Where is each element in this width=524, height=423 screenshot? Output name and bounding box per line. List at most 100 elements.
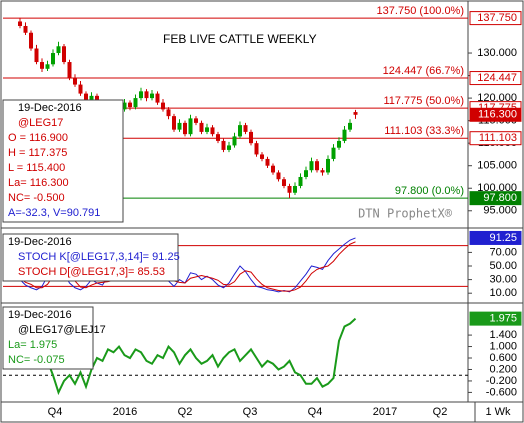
x-tick-label: Q3	[243, 406, 258, 418]
legend-entry: @LEG17@LEJ17	[18, 324, 106, 336]
level-text: 97.800 (0.0%)	[395, 185, 464, 197]
x-tick-label: Q4	[48, 406, 63, 418]
candle-body	[51, 53, 55, 65]
value-box	[469, 71, 522, 86]
value-box-label: 116.300	[478, 109, 517, 121]
candle-body	[276, 172, 281, 180]
value-box	[469, 11, 522, 26]
candle-body	[84, 93, 88, 101]
y-tick-label: 70.00	[489, 246, 517, 258]
candle-body	[29, 32, 33, 49]
info-box	[2, 99, 124, 223]
candle-body	[177, 122, 182, 130]
value-box	[469, 107, 522, 122]
legend-entry: STOCH D[@LEG17,3]= 85.53	[18, 266, 165, 278]
info-line: 19-Dec-2016	[8, 309, 72, 321]
candle-body	[353, 112, 358, 115]
x-tick-label: Q2	[433, 406, 448, 418]
level-text: 117.775 (50.0%)	[383, 95, 464, 107]
candle-body	[342, 129, 347, 141]
candle-body	[150, 93, 154, 99]
value-box-label: 91.25	[489, 232, 517, 244]
candle-body	[166, 109, 171, 117]
x-tick-label: Q2	[178, 406, 193, 418]
value-box-label: 124.447	[477, 72, 517, 84]
level-text: 124.447 (66.7%)	[383, 65, 464, 77]
candle-body	[172, 116, 176, 130]
y-tick-label: 50.00	[489, 260, 517, 272]
y-tick-label: 105.000	[477, 160, 517, 172]
y-tick-label: 0.200	[489, 363, 517, 375]
candle-body	[260, 154, 264, 159]
candle-body	[194, 118, 198, 123]
y-tick-label: 10.00	[489, 287, 517, 299]
candle-body	[216, 134, 220, 141]
x-tick-label: Q4	[308, 406, 323, 418]
candle-body	[309, 161, 314, 171]
info-line: NC= -0.500	[8, 192, 65, 204]
candle-body	[188, 118, 193, 135]
candle-body	[40, 62, 44, 69]
candle-body	[161, 102, 165, 110]
info-line: La= 116.300	[8, 177, 69, 189]
info-line: L = 115.400	[8, 162, 65, 174]
info-line: 19-Dec-2016	[8, 236, 72, 248]
value-box	[469, 131, 522, 146]
candle-body	[34, 48, 39, 63]
candle-body	[78, 84, 83, 94]
series-line	[19, 241, 356, 292]
y-tick-label: 130.000	[477, 47, 517, 59]
value-box-label: 137.750	[477, 12, 517, 24]
candle-body	[139, 91, 143, 99]
value-box	[469, 191, 522, 206]
candle-body	[89, 95, 94, 101]
y-tick-label: 120.000	[477, 92, 517, 104]
candle-body	[45, 64, 50, 69]
y-tick-label: 1.000	[489, 340, 517, 352]
value-box	[469, 311, 522, 326]
candle-body	[287, 185, 292, 193]
candle-body	[271, 165, 275, 173]
candle-body	[238, 125, 242, 137]
candle-body	[326, 158, 330, 173]
period: 1 Wk	[485, 406, 511, 418]
info-line: O = 116.900	[8, 132, 68, 144]
info-line: H = 117.375	[8, 147, 67, 159]
candle-body	[155, 93, 160, 103]
candle-body	[315, 161, 319, 171]
x-tick-label: 2016	[113, 406, 137, 418]
y-tick-label: 1.400	[489, 329, 517, 341]
candle-body	[265, 158, 270, 166]
candle-body	[331, 147, 336, 159]
level-text: 111.103 (33.3%)	[384, 125, 464, 137]
y-tick-label: 30.00	[489, 274, 517, 286]
candle-body	[254, 143, 259, 155]
candle-body	[205, 127, 209, 132]
candle-body	[23, 25, 28, 33]
candle-body	[227, 145, 231, 150]
candle-body	[232, 136, 237, 146]
y-tick-label: -0.200	[486, 375, 517, 387]
value-box-label: 1.975	[489, 313, 517, 325]
level-text: 137.750 (100.0%)	[377, 5, 464, 17]
candle-body	[18, 21, 22, 26]
candle-body	[183, 122, 187, 135]
candle-body	[144, 91, 149, 99]
candle-body	[210, 127, 215, 135]
candle-body	[293, 185, 297, 193]
info-line: @LEG17	[18, 117, 63, 129]
candle-body	[73, 77, 77, 85]
candle-body	[243, 125, 248, 132]
legend-entry: STOCH K[@LEG17,3,14]= 91.25	[18, 251, 180, 263]
info-line: NC= -0.075	[8, 354, 65, 366]
x-tick-label: 2017	[373, 406, 397, 418]
y-tick-label: -0.600	[486, 386, 517, 398]
candle-body	[249, 131, 253, 144]
y-tick-label: 95.000	[483, 205, 517, 217]
candle-body	[133, 98, 138, 108]
candle-body	[62, 46, 66, 63]
candle-body	[128, 102, 132, 108]
value-box-label: 97.800	[483, 192, 517, 204]
candle-body	[282, 179, 286, 186]
candle-body	[199, 122, 204, 132]
